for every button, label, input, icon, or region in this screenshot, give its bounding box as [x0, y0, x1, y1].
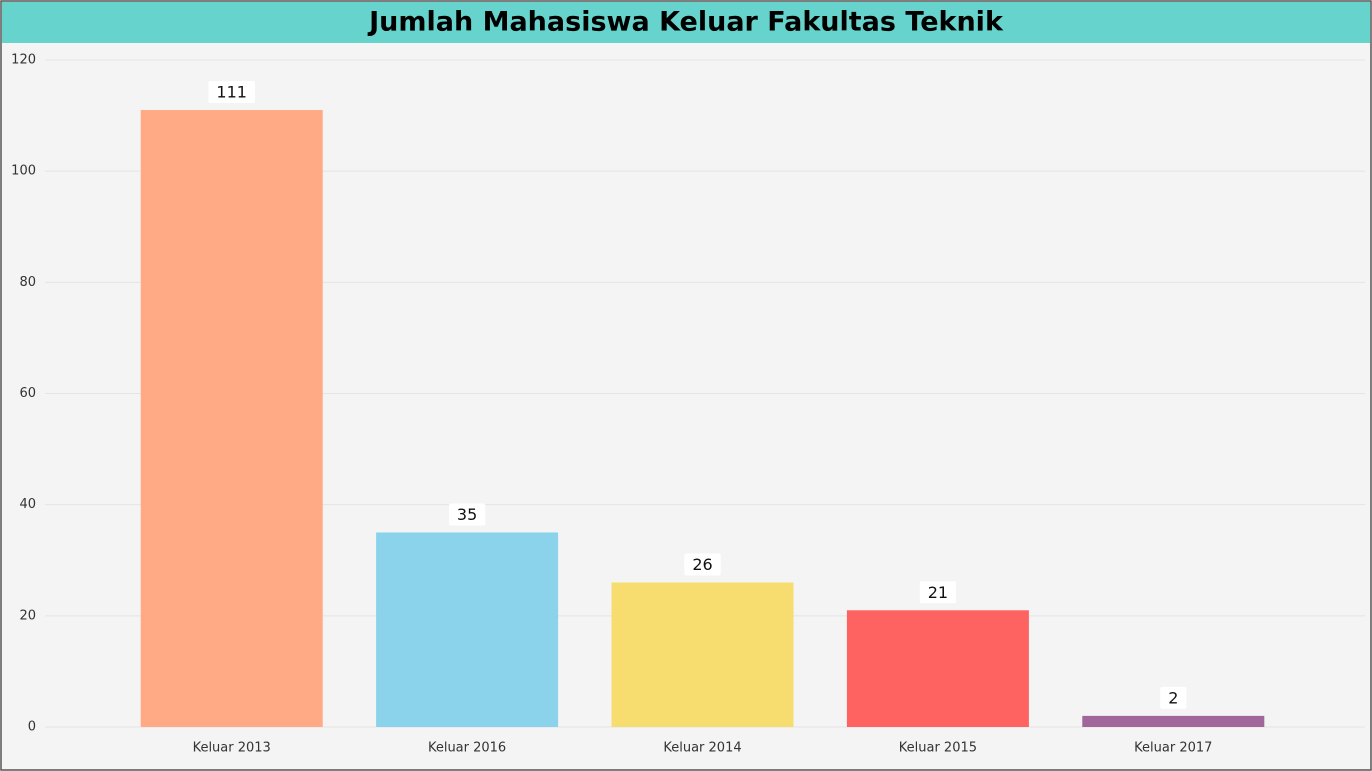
y-tick-label: 0 — [28, 720, 36, 735]
y-tick-label: 80 — [19, 275, 36, 290]
title-bar — [2, 2, 1370, 43]
y-tick-label: 100 — [11, 164, 36, 179]
bar — [1082, 715, 1265, 727]
x-tick-label: Keluar 2015 — [899, 741, 977, 756]
x-tick-label: Keluar 2016 — [428, 741, 506, 756]
value-label-box — [684, 553, 721, 576]
value-label-box — [448, 503, 486, 526]
value-label: 21 — [928, 583, 948, 602]
value-label: 2 — [1168, 688, 1178, 707]
y-tick-label: 20 — [19, 608, 36, 623]
bar — [140, 110, 323, 727]
chart-title: Jumlah Mahasiswa Keluar Fakultas Teknik — [367, 7, 1004, 38]
bar — [846, 610, 1029, 727]
bar — [376, 532, 559, 727]
y-tick-label: 60 — [19, 386, 36, 401]
bar — [611, 582, 794, 727]
y-tick-label: 40 — [19, 497, 36, 512]
x-tick-label: Keluar 2017 — [1134, 741, 1212, 756]
x-tick-label: Keluar 2014 — [663, 741, 741, 756]
value-label-box — [1160, 686, 1187, 709]
value-label: 35 — [457, 505, 477, 524]
value-label: 111 — [216, 83, 247, 102]
x-tick-label: Keluar 2013 — [193, 741, 271, 756]
value-label-box — [919, 581, 957, 604]
value-label-box — [208, 81, 255, 104]
y-tick-label: 120 — [11, 53, 36, 68]
value-label: 26 — [692, 555, 712, 574]
plot: 0 20 40 60 80 100 120 Keluar 2013 111 Keluar 2016… — [11, 53, 1365, 756]
